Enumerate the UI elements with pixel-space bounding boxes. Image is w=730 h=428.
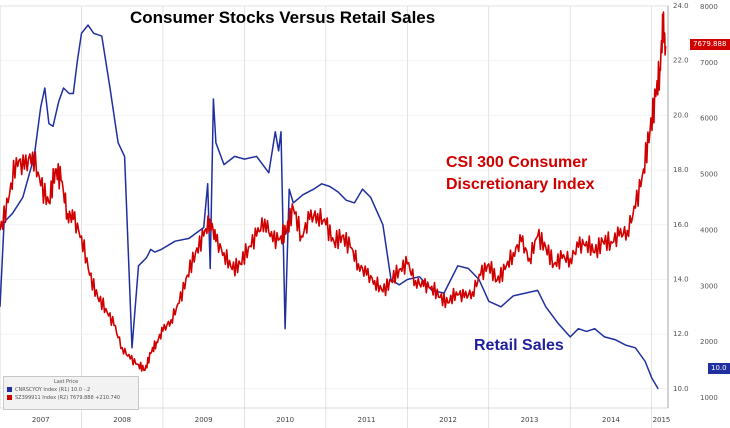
last-price-tag-blue: 10.0: [708, 363, 730, 374]
y-outer-tick-label: 1000: [700, 394, 718, 402]
y-outer-tick-label: 3000: [700, 282, 718, 290]
x-tick-label: 2013: [521, 416, 539, 424]
y-inner-tick-label: 24.0: [673, 2, 689, 10]
x-tick-label: 2009: [195, 416, 213, 424]
legend: Last Price CNRSCYOY Index (R1) 10.0 -.2 …: [3, 376, 139, 410]
legend-row-retail: CNRSCYOY Index (R1) 10.0 -.2: [7, 387, 90, 393]
y-inner-tick-label: 20.0: [673, 111, 689, 119]
y-inner-tick-label: 14.0: [673, 275, 689, 283]
legend-header: Last Price: [54, 379, 79, 385]
annotation-consumer-index: CSI 300 Consumer Discretionary Index: [446, 152, 595, 196]
y-inner-tick-label: 16.0: [673, 221, 689, 229]
legend-swatch-blue: [7, 387, 12, 392]
x-tick-label: 2011: [358, 416, 376, 424]
plot-frame: [0, 5, 669, 409]
y-outer-tick-label: 6000: [700, 115, 718, 123]
legend-row-index: SZ399911 Index (R2) 7679.888 +210.740: [7, 395, 120, 401]
x-tick-label: 2008: [113, 416, 131, 424]
legend-text-retail: CNRSCYOY Index (R1) 10.0 -.2: [15, 387, 91, 393]
x-tick-label: 2010: [276, 416, 294, 424]
x-tick-label: 2015: [653, 416, 671, 424]
annotation-consumer-index-line1: CSI 300 Consumer: [446, 154, 588, 171]
consumer-index-line: [0, 11, 667, 372]
x-tick-label: 2012: [439, 416, 457, 424]
annotation-consumer-index-line2: Discretionary Index: [446, 176, 595, 193]
y-outer-tick-label: 4000: [700, 226, 718, 234]
retail-sales-line: [0, 24, 659, 390]
x-tick-label: 2014: [602, 416, 620, 424]
y-inner-tick-label: 10.0: [673, 385, 689, 393]
y-outer-tick-label: 7000: [700, 59, 718, 67]
legend-swatch-red: [7, 395, 12, 400]
chart-title: Consumer Stocks Versus Retail Sales: [130, 8, 436, 27]
y-inner-tick-label: 18.0: [673, 166, 689, 174]
x-tick-label: 2007: [32, 416, 50, 424]
y-outer-tick-label: 5000: [700, 171, 718, 179]
y-outer-tick-label: 2000: [700, 338, 718, 346]
y-inner-tick-label: 12.0: [673, 330, 689, 338]
legend-text-index: SZ399911 Index (R2) 7679.888 +210.740: [15, 395, 121, 401]
annotation-retail-sales: Retail Sales: [474, 337, 564, 354]
y-outer-tick-label: 8000: [700, 3, 718, 11]
y-inner-tick-label: 22.0: [673, 57, 689, 65]
last-price-tag-red: 7679.888: [690, 39, 730, 50]
